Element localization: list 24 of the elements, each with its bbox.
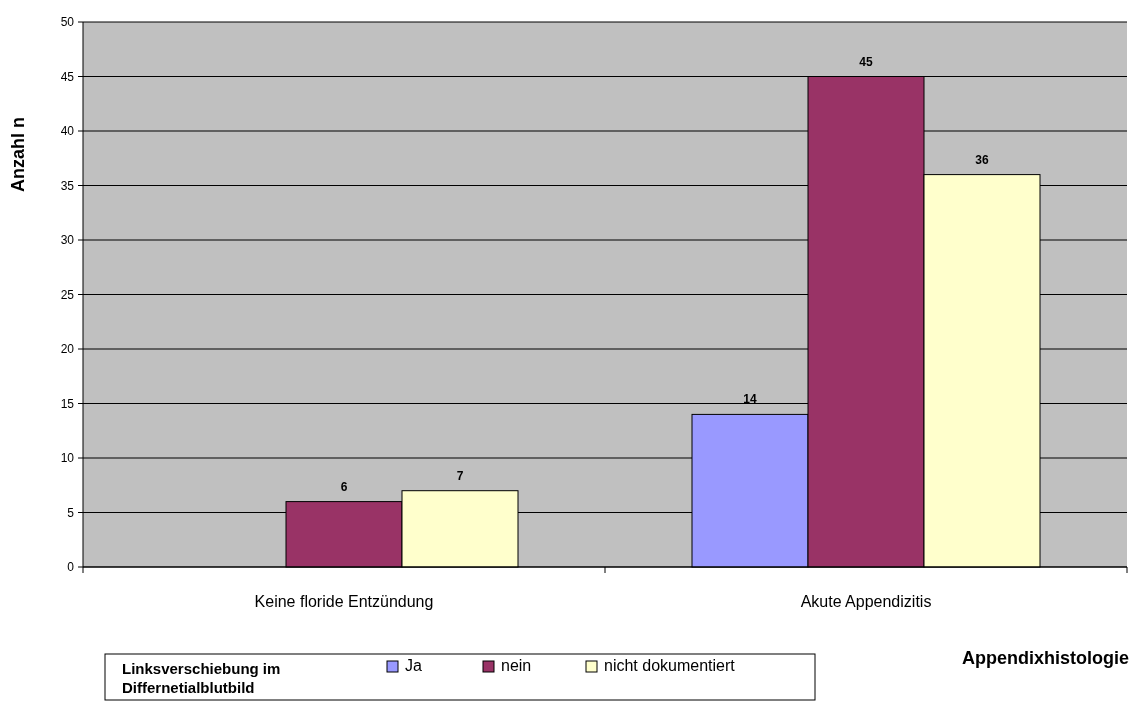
legend-title: Linksverschiebung im Differnetialblutbild [122, 660, 281, 696]
y-tick-label: 20 [60, 342, 75, 357]
data-label: 14 [743, 392, 757, 407]
data-label: 36 [975, 152, 989, 167]
x-tick-label: Akute Appendizitis [800, 593, 932, 610]
x-tick-label: Keine floride Entzündung [254, 593, 434, 610]
data-label: 6 [340, 479, 348, 494]
legend-label: nein [501, 657, 532, 674]
y-tick-label: 30 [60, 233, 75, 248]
y-tick-label: 10 [60, 451, 75, 466]
y-tick-label: 50 [60, 15, 75, 30]
y-tick-label: 25 [60, 287, 75, 302]
legend-label: Ja [405, 657, 422, 674]
y-tick-label: 0 [67, 560, 75, 575]
y-tick-label: 35 [60, 178, 75, 193]
data-label: 7 [456, 468, 464, 483]
x-axis-title: Appendixhistologie [961, 648, 1129, 668]
y-tick-label: 5 [67, 505, 75, 520]
data-label: 45 [859, 54, 873, 69]
y-tick-label: 15 [60, 396, 75, 411]
y-axis-title: Anzahl n [8, 117, 28, 192]
legend-label: nicht dokumentiert [604, 657, 736, 674]
y-tick-label: 40 [60, 124, 75, 139]
y-tick-label: 45 [60, 69, 75, 84]
